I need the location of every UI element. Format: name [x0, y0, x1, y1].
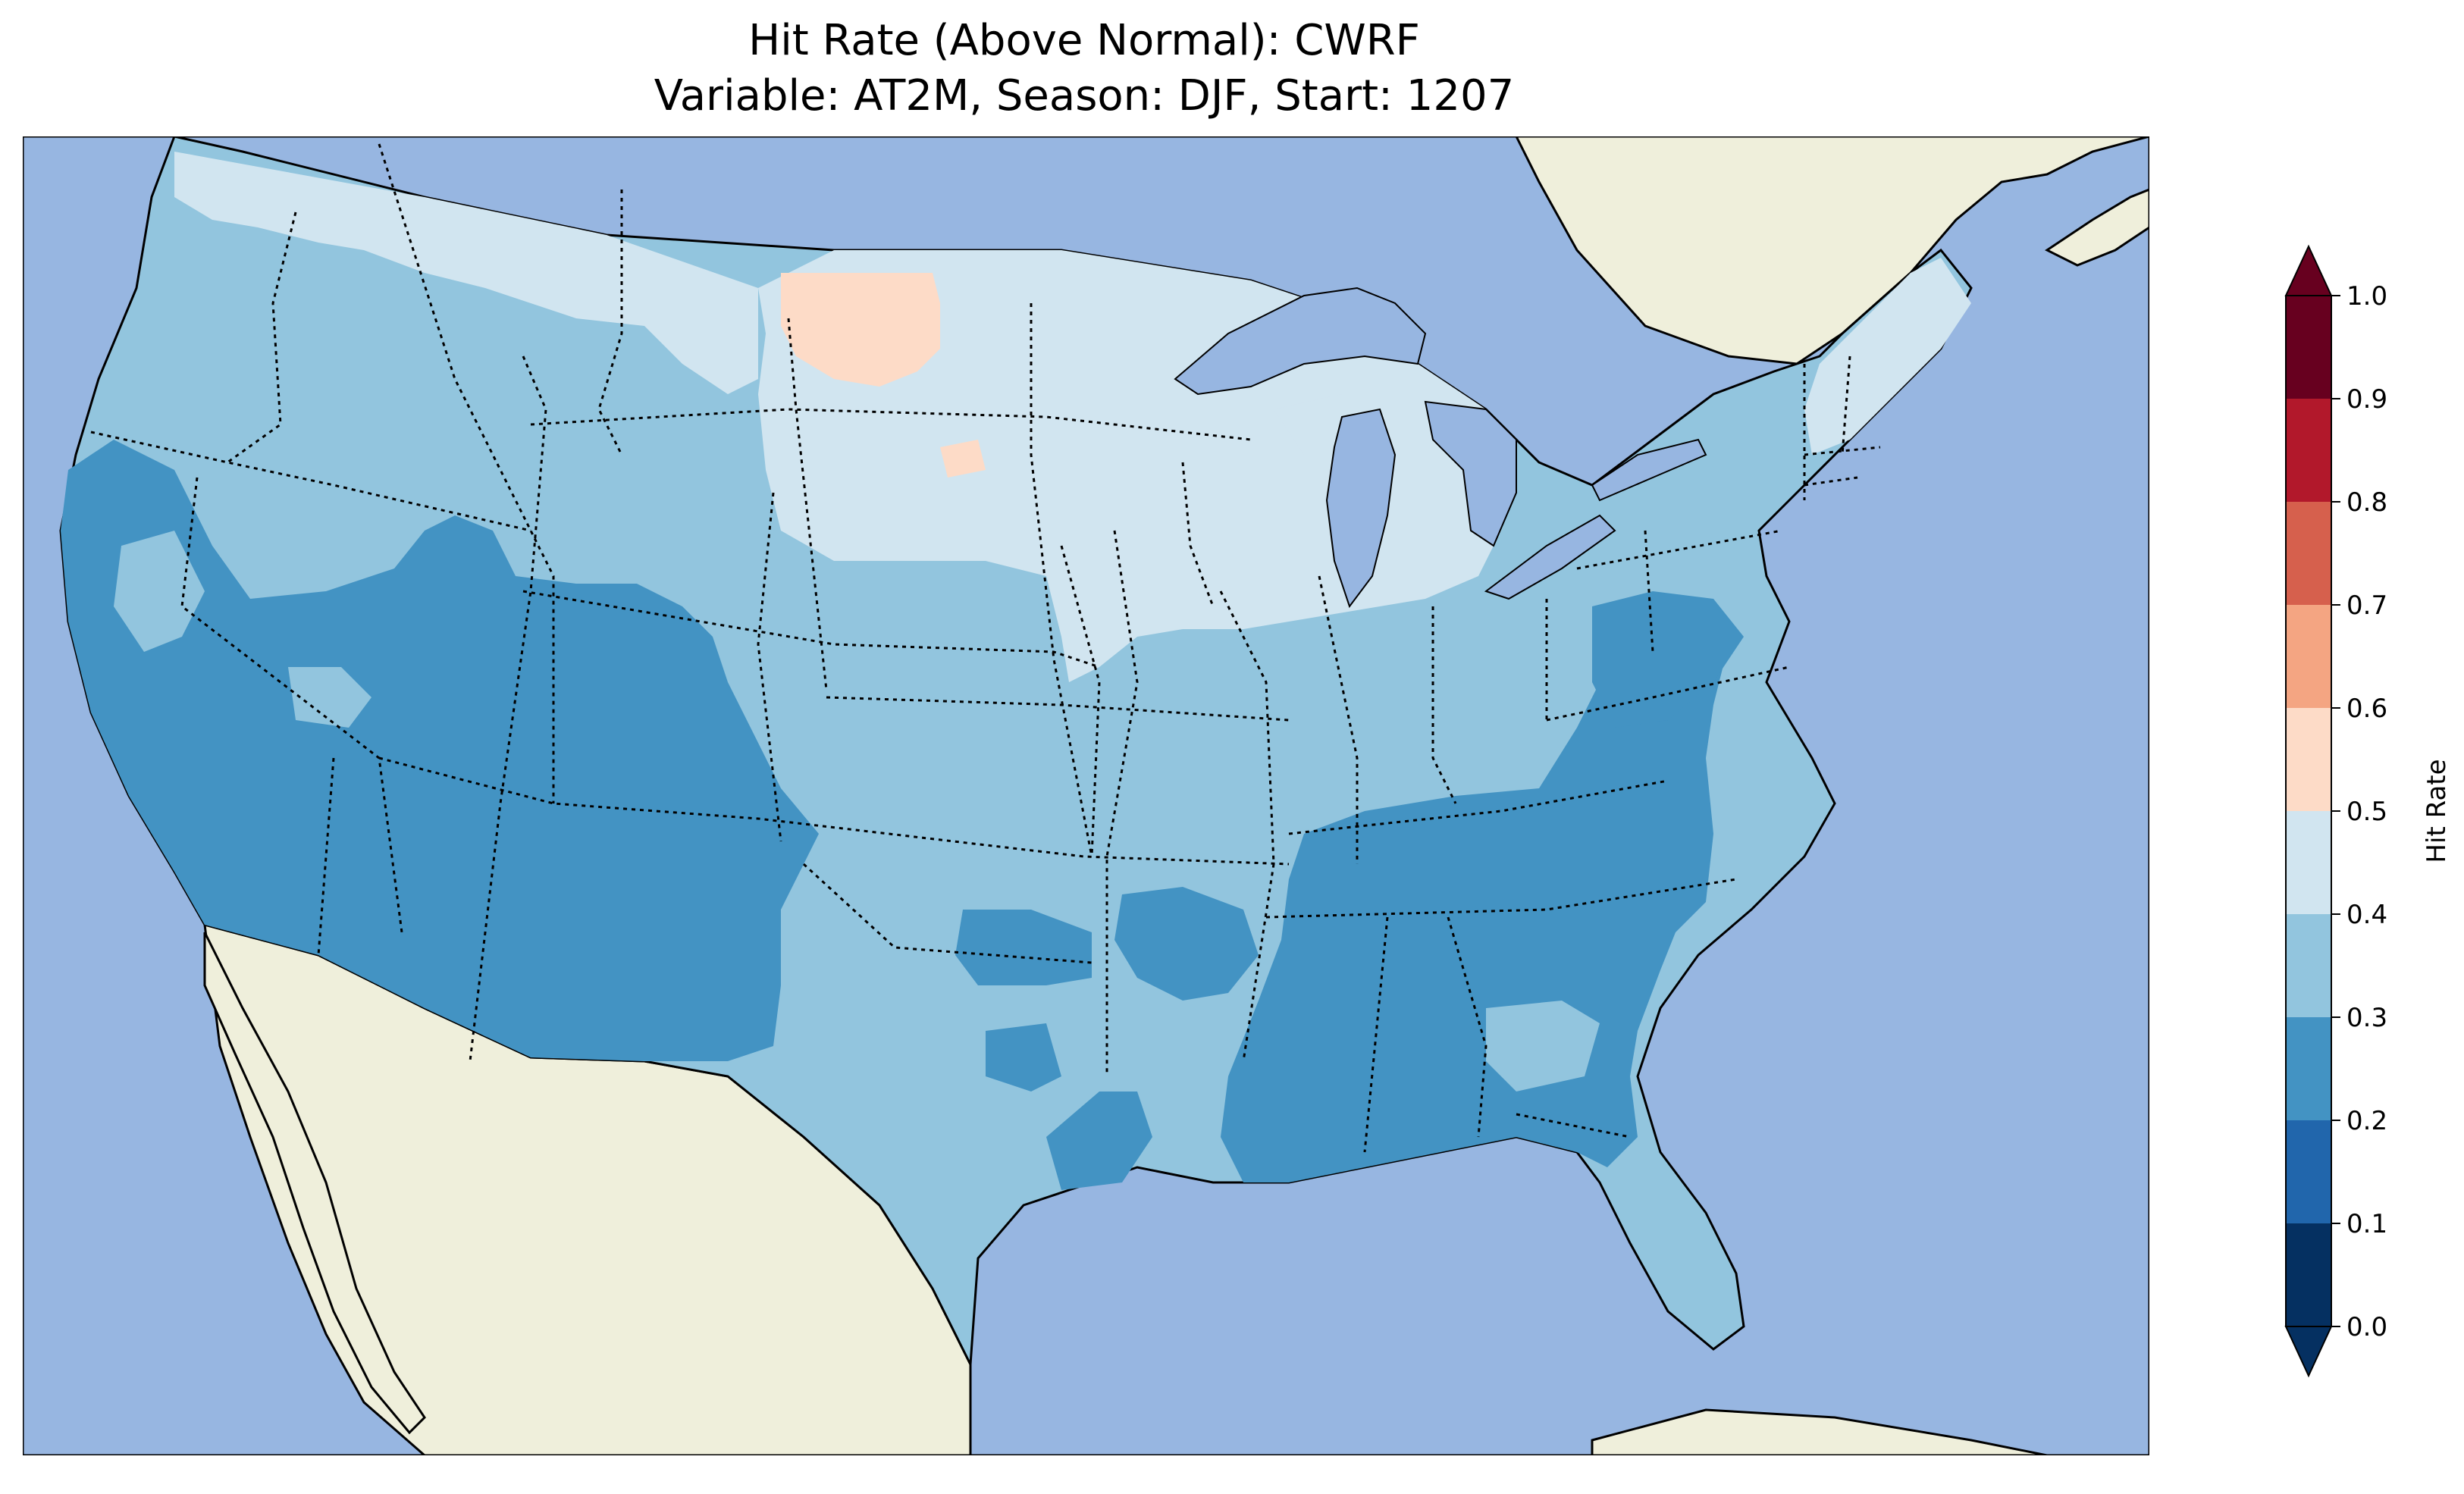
colorbar-tick-label: 0.0 — [2346, 1312, 2387, 1342]
great-basin-light — [114, 531, 205, 652]
lake-huron — [1424, 400, 1517, 547]
colorbar-tick-label: 0.5 — [2346, 797, 2387, 827]
mid-atlantic-region — [1592, 591, 1744, 728]
colorbar-bin — [2286, 1120, 2331, 1223]
georgia-light-patch — [1486, 1001, 1600, 1092]
western-dakotas-region — [781, 273, 940, 387]
colorbar-bin — [2286, 502, 2331, 605]
nevada-interior-light — [288, 667, 371, 728]
state-borders — [90, 143, 1881, 1153]
nova-scotia — [2045, 188, 2149, 267]
lake-superior — [1174, 287, 1427, 396]
northeast-region — [1804, 258, 1971, 455]
colorbar-extend-high — [2284, 244, 2333, 296]
title-line-2: Variable: AT2M, Season: DJF, Start: 1207 — [654, 71, 1514, 121]
colorbar-bin — [2286, 296, 2331, 399]
colorbar-tick-label: 0.9 — [2346, 384, 2387, 415]
colorbar-tick-label: 0.6 — [2346, 694, 2387, 724]
colorbar-tick-label: 0.1 — [2346, 1209, 2387, 1239]
baja-california — [203, 932, 426, 1435]
northwest-region — [174, 152, 758, 394]
colorbar-bin — [2286, 1223, 2331, 1326]
colorbar-tick-label: 0.3 — [2346, 1003, 2387, 1033]
southwest-region — [61, 440, 819, 1061]
colorbar-tick-label: 0.4 — [2346, 900, 2387, 930]
colorbar-bin — [2286, 914, 2331, 1017]
lake-michigan — [1325, 408, 1397, 609]
lake-ontario — [1591, 438, 1707, 502]
colorbar-bin — [2286, 399, 2331, 502]
south-dakota-patch — [940, 440, 986, 478]
texas-region-2 — [986, 1023, 1061, 1092]
colorbar-tick-label: 0.2 — [2346, 1106, 2387, 1136]
colorbar-label: Hit Rate — [2422, 759, 2452, 863]
colorbar-bin — [2286, 708, 2331, 811]
colorbar-tick-label: 0.8 — [2346, 487, 2387, 518]
colorbar-bin — [2286, 811, 2331, 914]
colorbar-bin — [2286, 605, 2331, 708]
map-panel — [23, 136, 2149, 1455]
arkansas-region — [1114, 887, 1259, 1001]
texas-coast-region — [1046, 1092, 1152, 1190]
colorbar: 0.0 0.1 0.2 0.3 0.4 0.5 0.6 0.7 0.8 0.9 1.0 Hit Ra… — [2284, 244, 2452, 1378]
colorbar-bin — [2286, 1017, 2331, 1120]
southeast-region — [1221, 599, 1729, 1182]
colorbar-extend-low — [2284, 1326, 2333, 1378]
lake-erie — [1484, 514, 1616, 600]
title-line-1: Hit Rate (Above Normal): CWRF — [748, 16, 1420, 65]
colorbar-tick-label: 1.0 — [2346, 281, 2387, 312]
texas-region-1 — [955, 910, 1092, 985]
cuba — [1591, 1408, 2053, 1455]
colorbar-tick-label: 0.7 — [2346, 590, 2387, 621]
